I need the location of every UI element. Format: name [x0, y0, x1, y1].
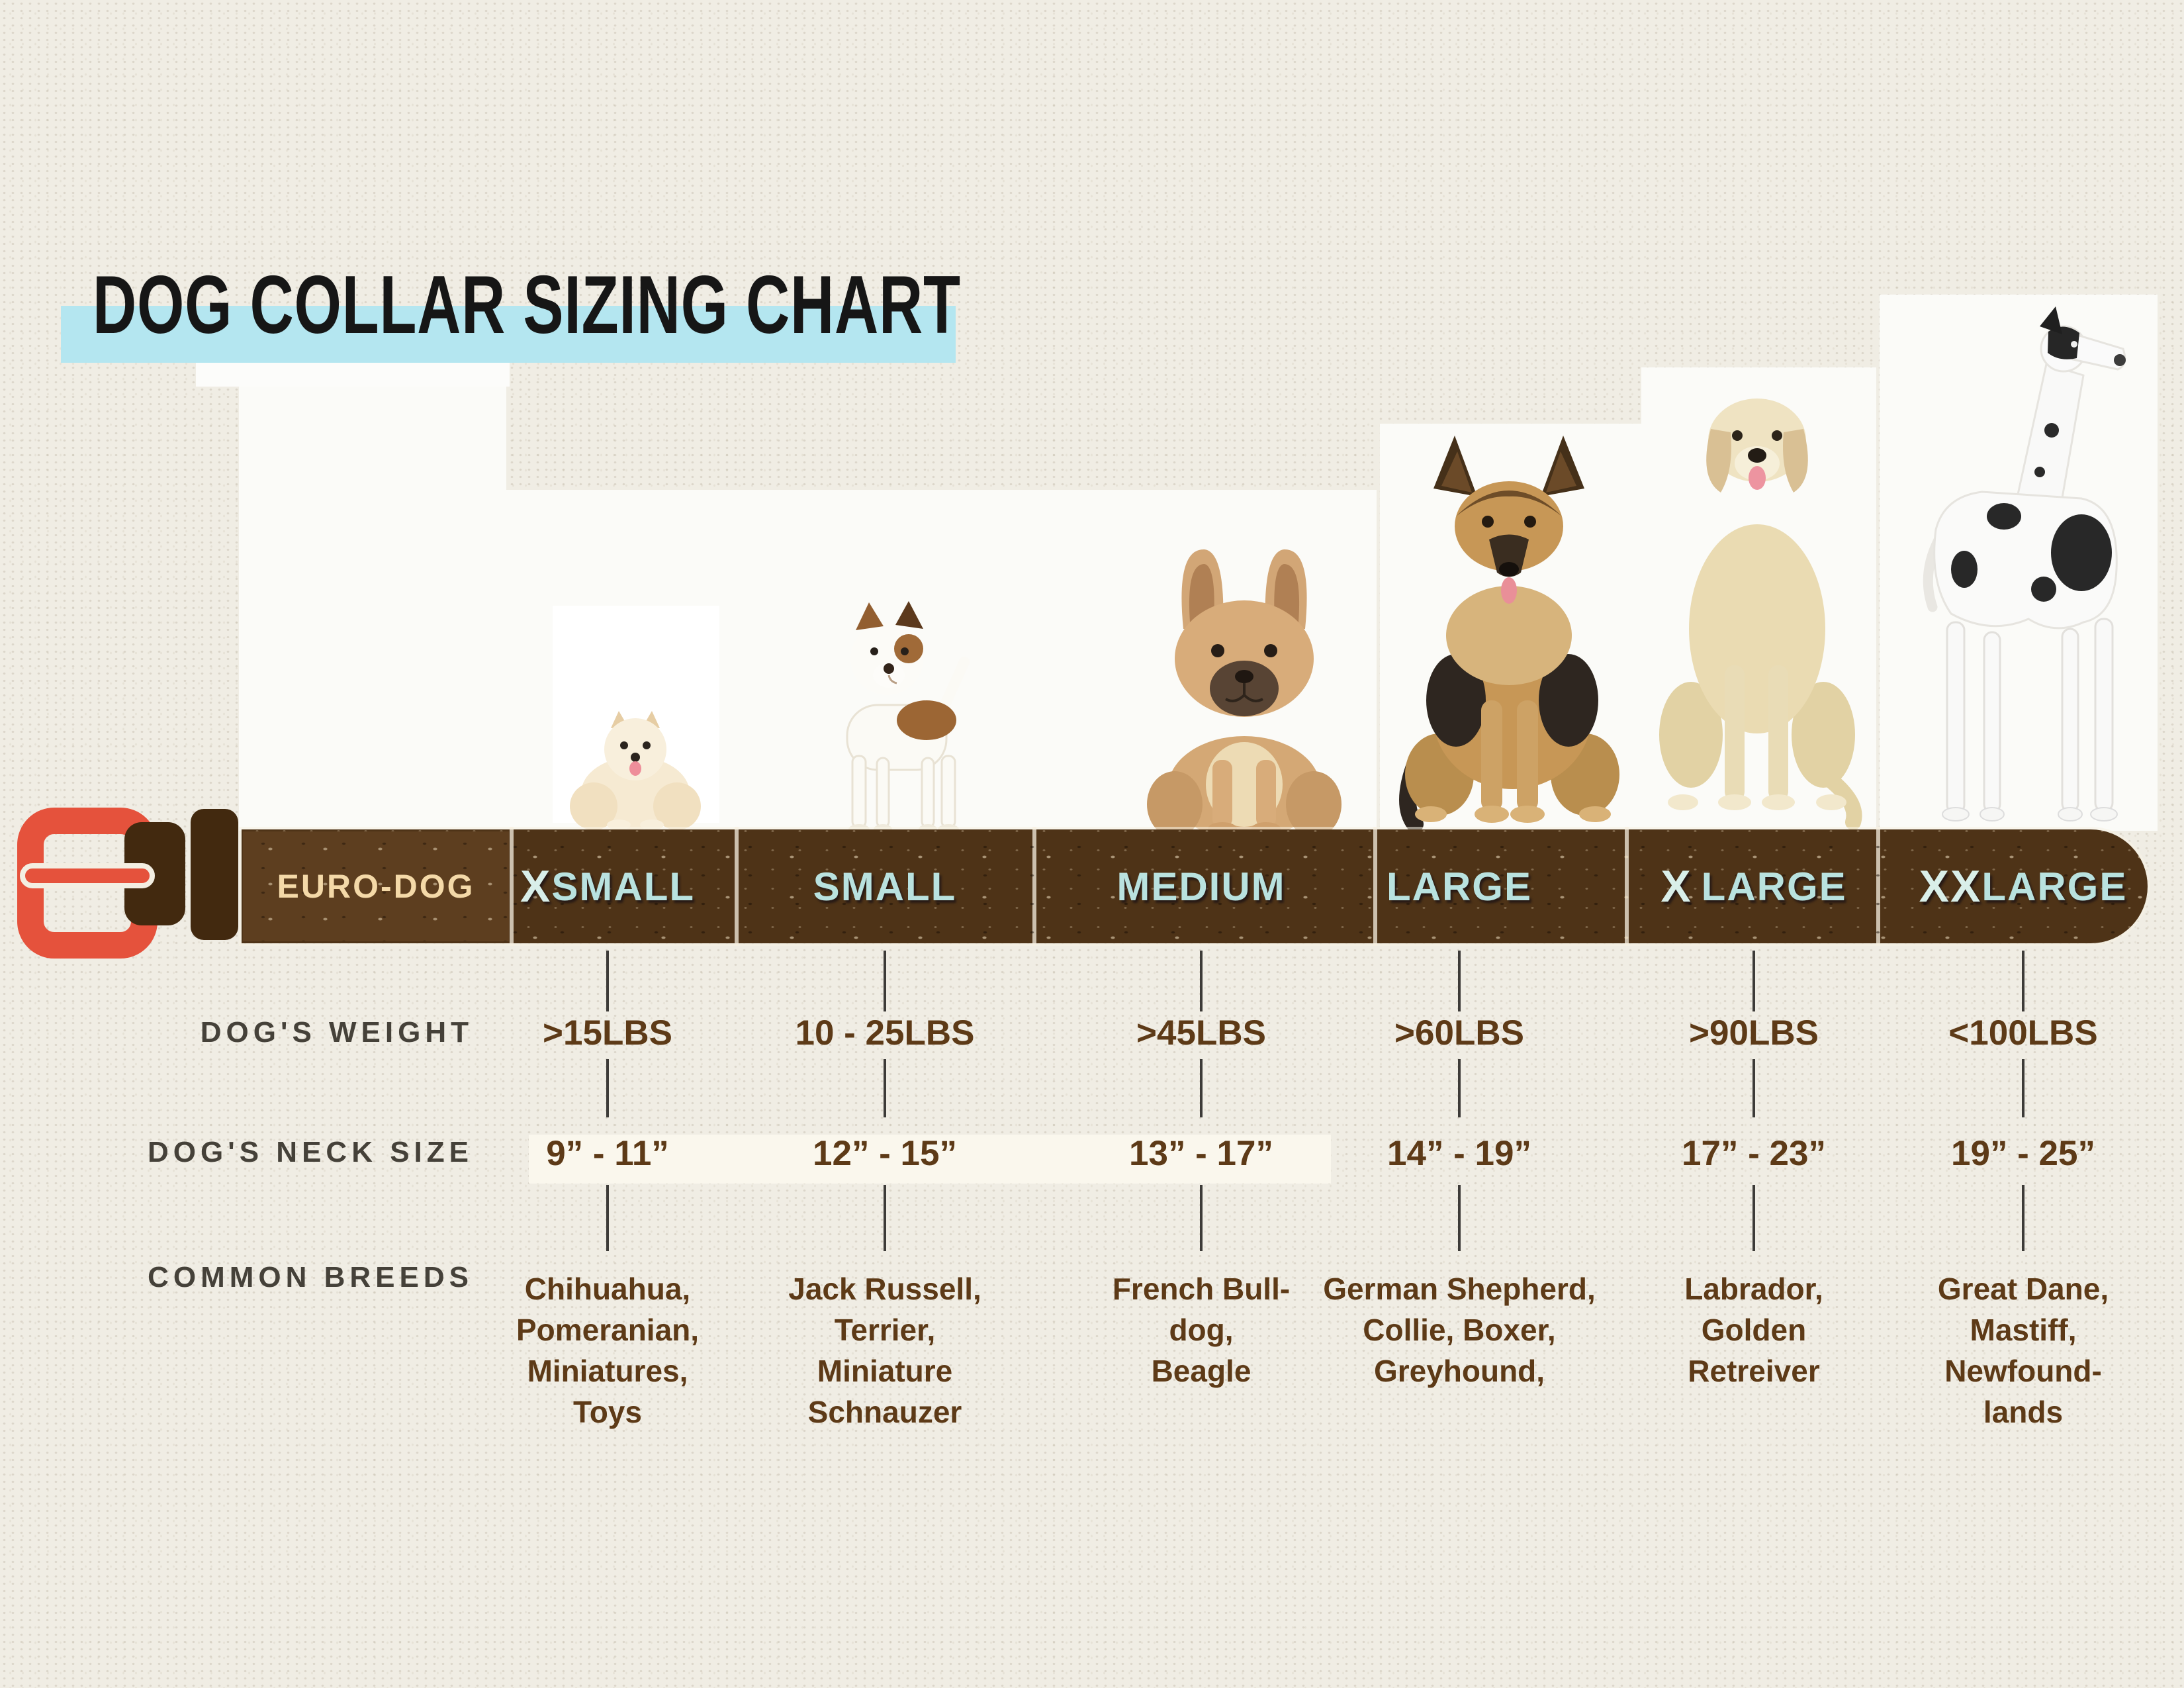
- breed-line: dog,: [1169, 1313, 1234, 1347]
- neck-size-value-large: 14” - 19”: [1387, 1134, 1532, 1173]
- connector-line: [1458, 1185, 1461, 1251]
- size-name-medium: MEDIUM: [1116, 865, 1286, 909]
- belt-seam: [1373, 827, 1377, 946]
- breed-line: lands: [1983, 1395, 2064, 1429]
- size-label-xlarge: X LARGE: [1661, 861, 1846, 912]
- size-name-small: SMALL: [813, 865, 957, 909]
- row-label-dogs-neck-size: DOG'S NECK SIZE: [148, 1136, 473, 1168]
- brand-label: EURO-DOG: [277, 868, 475, 905]
- belt-keeper-icon: [191, 809, 238, 940]
- brand-segment: EURO-DOG: [243, 831, 509, 941]
- size-prefix-xxlarge: XX: [1919, 861, 1982, 912]
- page-title: DOG COLLAR SIZING CHART: [93, 259, 961, 351]
- breed-line: Collie, Boxer,: [1363, 1313, 1556, 1347]
- breed-line: Terrier,: [834, 1313, 936, 1347]
- belt-seam: [1876, 827, 1880, 946]
- connector-line: [1458, 1059, 1461, 1117]
- breed-line: Beagle: [1151, 1354, 1251, 1388]
- breed-line: Miniatures,: [527, 1354, 688, 1388]
- connector-line: [884, 951, 886, 1011]
- breed-line: Great Dane,: [1937, 1272, 2109, 1306]
- connector-line: [2022, 1185, 2025, 1251]
- belt-seam: [1032, 827, 1036, 946]
- breeds-list-large: German Shepherd, Collie, Boxer, Greyhound,: [1323, 1268, 1596, 1391]
- breed-line: Miniature: [817, 1354, 953, 1388]
- breeds-list-small: Jack Russell, Terrier, Miniature Schnauzer: [788, 1268, 981, 1432]
- weight-value-large: >60LBS: [1394, 1013, 1524, 1053]
- size-name-large: LARGE: [1387, 865, 1532, 909]
- connector-line: [606, 951, 609, 1011]
- size-prefix-xsmall: X: [520, 861, 552, 912]
- neck-size-value-medium: 13” - 17”: [1128, 1134, 1274, 1173]
- neck-size-value-xsmall: 9” - 11”: [546, 1134, 669, 1173]
- german-shepherd-photo: [1377, 417, 1641, 834]
- breeds-list-medium: French Bull-dog, Beagle: [1113, 1268, 1290, 1391]
- connector-line: [1752, 951, 1755, 1011]
- breeds-list-xsmall: Chihuahua, Pomeranian, Miniatures, Toys: [516, 1268, 699, 1432]
- collar-belt: [242, 827, 2148, 946]
- connector-line: [1458, 951, 1461, 1011]
- connector-line: [884, 1059, 886, 1117]
- breed-line: Pomeranian,: [516, 1313, 700, 1347]
- breed-line: Retreiver: [1688, 1354, 1820, 1388]
- breed-line: Greyhound,: [1373, 1354, 1545, 1388]
- pomeranian-photo: [553, 708, 718, 831]
- breed-line: Chihuahua,: [524, 1272, 691, 1306]
- jack-russell-terrier-photo: [784, 583, 1003, 837]
- size-name-xlarge: LARGE: [1701, 865, 1847, 909]
- neck-size-value-small: 12” - 15”: [812, 1134, 958, 1173]
- size-name-xxlarge: LARGE: [1981, 865, 2128, 909]
- breed-line: Newfound-: [1944, 1354, 2102, 1388]
- connector-line: [606, 1185, 609, 1251]
- weight-value-small: 10 - 25LBS: [795, 1013, 975, 1053]
- title-highlight-bar: [61, 306, 956, 363]
- connector-line: [1752, 1185, 1755, 1251]
- breed-line: French Bull-: [1112, 1272, 1291, 1306]
- connector-line: [1200, 1185, 1203, 1251]
- connector-line: [2022, 1059, 2025, 1117]
- connector-line: [1200, 951, 1203, 1011]
- row-label-dogs-weight: DOG'S WEIGHT: [200, 1016, 473, 1049]
- neck-size-value-xlarge: 17” - 23”: [1681, 1134, 1827, 1173]
- connector-line: [1200, 1059, 1203, 1117]
- size-label-xsmall: XSMALL: [520, 861, 695, 912]
- connector-line: [884, 1185, 886, 1251]
- connector-line: [606, 1059, 609, 1117]
- breed-line: Mastiff,: [1970, 1313, 2077, 1347]
- french-bulldog-photo: [1112, 530, 1377, 837]
- belt-seam: [1625, 827, 1629, 946]
- connector-line: [1752, 1059, 1755, 1117]
- size-name-xsmall: SMALL: [551, 865, 695, 909]
- breed-line: German Shepherd,: [1323, 1272, 1596, 1306]
- belt-seam: [735, 827, 739, 946]
- neck-size-row-band: [529, 1135, 1331, 1184]
- breeds-list-xlarge: Labrador, Golden Retreiver: [1684, 1268, 1823, 1391]
- size-prefix-xlarge: X: [1661, 861, 1692, 912]
- breed-line: Toys: [573, 1395, 642, 1429]
- breed-line: Golden: [1701, 1313, 1807, 1347]
- breeds-list-xxlarge: Great Dane, Mastiff, Newfound-lands: [1938, 1268, 2109, 1432]
- size-label-medium: MEDIUM: [1116, 861, 1285, 912]
- weight-value-xsmall: >15LBS: [543, 1013, 672, 1053]
- buckle-prong-icon: [20, 863, 155, 888]
- size-label-large: LARGE: [1387, 861, 1532, 912]
- breed-line: Labrador,: [1684, 1272, 1823, 1306]
- breed-line: Jack Russell,: [788, 1272, 981, 1306]
- size-label-xxlarge: XXLARGE: [1919, 861, 2128, 912]
- weight-value-xlarge: >90LBS: [1689, 1013, 1819, 1053]
- connector-line: [2022, 951, 2025, 1011]
- neck-size-value-xxlarge: 19” - 25”: [1950, 1134, 2096, 1173]
- great-dane-photo: [1886, 288, 2158, 834]
- labrador-retriever-photo: [1635, 364, 1880, 834]
- belt-seam: [510, 827, 514, 946]
- size-label-small: SMALL: [813, 861, 957, 912]
- row-label-common-breeds: COMMON BREEDS: [148, 1261, 473, 1293]
- weight-value-xxlarge: <100LBS: [1948, 1013, 2098, 1053]
- weight-value-medium: >45LBS: [1136, 1013, 1266, 1053]
- breed-line: Schnauzer: [807, 1395, 962, 1429]
